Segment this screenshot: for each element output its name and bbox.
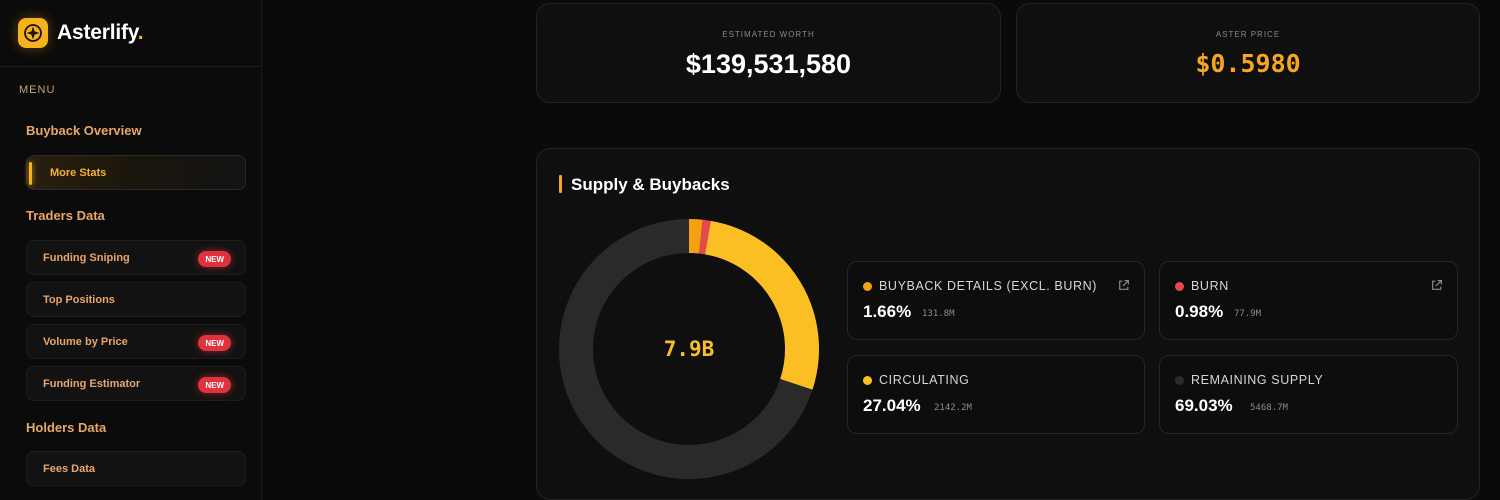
estimated-worth-label: ESTIMATED WORTH: [722, 30, 815, 39]
legend-percent: 69.03%: [1175, 396, 1233, 415]
nav-more-stats[interactable]: More Stats: [26, 155, 246, 190]
supply-buybacks-panel: Supply & Buybacks 7.9B BUYBACK DETAILS (…: [536, 148, 1480, 500]
supply-donut-chart: [559, 219, 819, 479]
nav-item-label: Funding Sniping: [43, 251, 130, 264]
legend-dot: [1175, 376, 1184, 385]
legend-burn-card: BURN 0.98% 77.9M: [1159, 261, 1458, 340]
legend-buyback-card: BUYBACK DETAILS (EXCL. BURN) 1.66% 131.8…: [847, 261, 1145, 340]
nav-item-label: Volume by Price: [43, 335, 128, 348]
sidebar: Asterlify. MENU Buyback Overview More St…: [0, 0, 262, 500]
legend-remaining-supply-card: REMAINING SUPPLY 69.03% 5468.7M: [1159, 355, 1458, 434]
donut-center-value: 7.9B: [663, 337, 715, 361]
new-badge: NEW: [198, 251, 231, 267]
logo[interactable]: Asterlify.: [0, 0, 261, 67]
aster-price-value: $0.5980: [1195, 49, 1301, 78]
star-logo-icon: [18, 18, 48, 48]
new-badge: NEW: [198, 335, 231, 351]
nav-item-label: Funding Estimator: [43, 377, 141, 390]
legend-dot: [1175, 282, 1184, 291]
aster-price-label: ASTER PRICE: [1215, 30, 1281, 39]
legend-label: BUYBACK DETAILS (EXCL. BURN): [879, 279, 1098, 293]
legend-amount: 2142.2M: [934, 403, 972, 413]
legend-percent: 0.98%: [1175, 302, 1224, 321]
legend-dot: [863, 282, 872, 291]
legend-amount: 77.9M: [1234, 309, 1262, 319]
donut-segment-burn: [698, 219, 711, 255]
active-indicator: [29, 162, 32, 185]
section-traders-data[interactable]: Traders Data: [26, 208, 105, 223]
nav-funding-estimator[interactable]: Funding Estimator NEW: [26, 366, 246, 401]
donut-segment-buyback: [688, 219, 703, 254]
legend-percent: 1.66%: [863, 302, 912, 321]
brand-name: Asterlify.: [57, 21, 144, 44]
nav-funding-sniping[interactable]: Funding Sniping NEW: [26, 240, 246, 275]
legend-label: CIRCULATING: [879, 373, 970, 387]
estimated-worth-value: $139,531,580: [685, 49, 852, 79]
nav-fees-data[interactable]: Fees Data: [26, 451, 246, 486]
title-accent-bar: [559, 175, 562, 193]
section-holders-data[interactable]: Holders Data: [26, 420, 107, 435]
legend-percent: 27.04%: [863, 396, 921, 415]
legend-dot: [863, 376, 872, 385]
legend-amount: 131.8M: [922, 309, 955, 319]
new-badge: NEW: [198, 377, 231, 393]
nav-item-label: More Stats: [50, 166, 107, 179]
section-buyback-overview[interactable]: Buyback Overview: [26, 123, 142, 138]
nav-volume-by-price[interactable]: Volume by Price NEW: [26, 324, 246, 359]
legend-label: REMAINING SUPPLY: [1191, 373, 1324, 387]
aster-price-card: ASTER PRICE $0.5980: [1016, 3, 1480, 103]
nav-top-positions[interactable]: Top Positions: [26, 282, 246, 317]
donut-segment-circulating: [704, 220, 819, 390]
nav-item-label: Fees Data: [43, 462, 95, 475]
estimated-worth-card: ESTIMATED WORTH $139,531,580: [536, 3, 1001, 103]
menu-label: MENU: [19, 84, 56, 96]
external-link-icon[interactable]: [1430, 279, 1443, 292]
nav-item-label: Top Positions: [43, 293, 115, 306]
donut-segment-remaining: [559, 219, 813, 479]
legend-circulating-card: CIRCULATING 27.04% 2142.2M: [847, 355, 1145, 434]
external-link-icon[interactable]: [1117, 279, 1130, 292]
legend-amount: 5468.7M: [1250, 403, 1288, 413]
legend-label: BURN: [1191, 279, 1229, 293]
panel-title: Supply & Buybacks: [571, 175, 730, 194]
